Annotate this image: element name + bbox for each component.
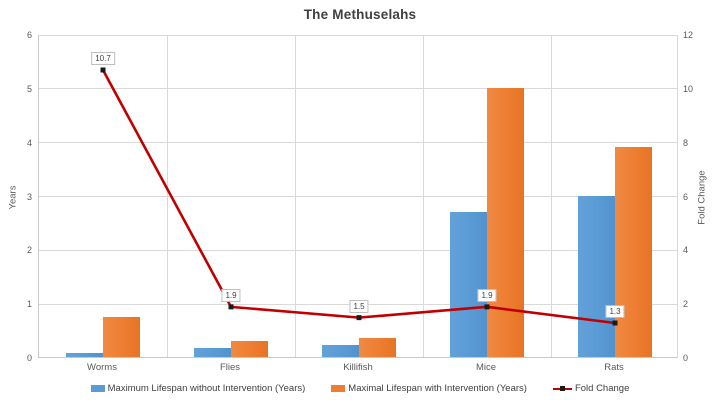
right-axis-tick-8: 8	[683, 137, 689, 148]
fold-change-marker-killifish	[356, 315, 362, 321]
data-label-worms: 10.7	[91, 51, 115, 65]
gridline-vertical-3	[422, 35, 424, 357]
fold-change-marker-mice	[484, 304, 490, 310]
fold-change-line	[101, 69, 616, 325]
fold-change-line-layer	[100, 67, 618, 326]
data-label-rats: 1.3	[605, 305, 625, 318]
category-label-flies: Flies	[219, 362, 241, 373]
legend-item-with-intervention: Maximal Lifespan with Intervention (Year…	[331, 383, 527, 394]
legend-item-without-intervention: Maximum Lifespan without Intervention (Y…	[90, 383, 306, 394]
legend-swatch-orange-icon	[331, 385, 346, 392]
gridline-vertical-4	[550, 35, 552, 357]
category-label-mice: Mice	[475, 362, 497, 373]
legend-swatch-blue-icon	[90, 385, 105, 392]
left-axis-tick-1: 1	[26, 299, 32, 310]
bar-mice-without-intervention	[450, 211, 487, 357]
right-axis-tick-4: 4	[683, 245, 689, 256]
left-axis-tick-4: 4	[26, 137, 32, 148]
gridline-horizontal-4	[39, 142, 677, 144]
data-label-mice: 1.9	[477, 288, 497, 302]
left-axis-tick-5: 5	[26, 83, 32, 94]
right-axis-tick-6: 6	[683, 191, 689, 202]
chart-title: The Methuselahs	[303, 7, 417, 22]
bar-flies-with-intervention	[231, 340, 268, 357]
plot-area: 10.7 1.9 1.5 1.9 1.3	[38, 34, 678, 358]
gridline-horizontal-3	[39, 196, 677, 197]
bar-mice-with-intervention	[487, 87, 524, 357]
bar-killifish-with-intervention	[359, 338, 396, 357]
left-axis-tick-6: 6	[26, 30, 32, 40]
fold-change-marker-flies	[228, 304, 234, 310]
gridline-vertical-1	[166, 35, 168, 357]
bar-rats-with-intervention	[615, 147, 652, 357]
gridline-horizontal-2	[39, 249, 677, 251]
gridline-horizontal-6	[39, 34, 677, 36]
bar-worms-with-intervention	[103, 316, 140, 357]
category-label-killifish: Killifish	[343, 362, 373, 373]
left-axis-tick-2: 2	[26, 245, 32, 256]
data-label-killifish: 1.5	[349, 299, 369, 313]
category-label-rats: Rats	[604, 362, 624, 373]
fold-change-marker-worms	[100, 67, 106, 73]
left-axis-tick-0: 0	[26, 353, 32, 363]
right-axis-tick-0: 0	[683, 353, 689, 363]
gridline-horizontal-5	[39, 88, 677, 90]
bar-rats-without-intervention	[578, 195, 615, 357]
legend: Maximum Lifespan without Intervention (Y…	[0, 383, 720, 394]
data-label-flies: 1.9	[221, 288, 241, 302]
right-axis-title: Fold Change	[696, 170, 708, 225]
right-axis-tick-10: 10	[683, 83, 694, 94]
fold-change-marker-rats	[612, 320, 618, 326]
category-label-worms: Worms	[87, 362, 117, 373]
bar-killifish-without-intervention	[322, 344, 359, 357]
bar-worms-without-intervention	[66, 353, 103, 357]
legend-line-marker-icon	[552, 385, 572, 392]
legend-item-fold-change: Fold Change	[552, 383, 630, 394]
legend-label-without-intervention: Maximum Lifespan without Intervention (Y…	[107, 383, 306, 394]
right-axis-tick-12: 12	[683, 30, 694, 40]
left-axis-tick-3: 3	[26, 191, 32, 202]
legend-label-with-intervention: Maximal Lifespan with Intervention (Year…	[348, 383, 527, 394]
legend-label-fold-change: Fold Change	[574, 383, 630, 394]
right-axis-tick-2: 2	[683, 299, 689, 310]
gridline-vertical-2	[294, 35, 296, 357]
bar-flies-without-intervention	[194, 348, 231, 357]
